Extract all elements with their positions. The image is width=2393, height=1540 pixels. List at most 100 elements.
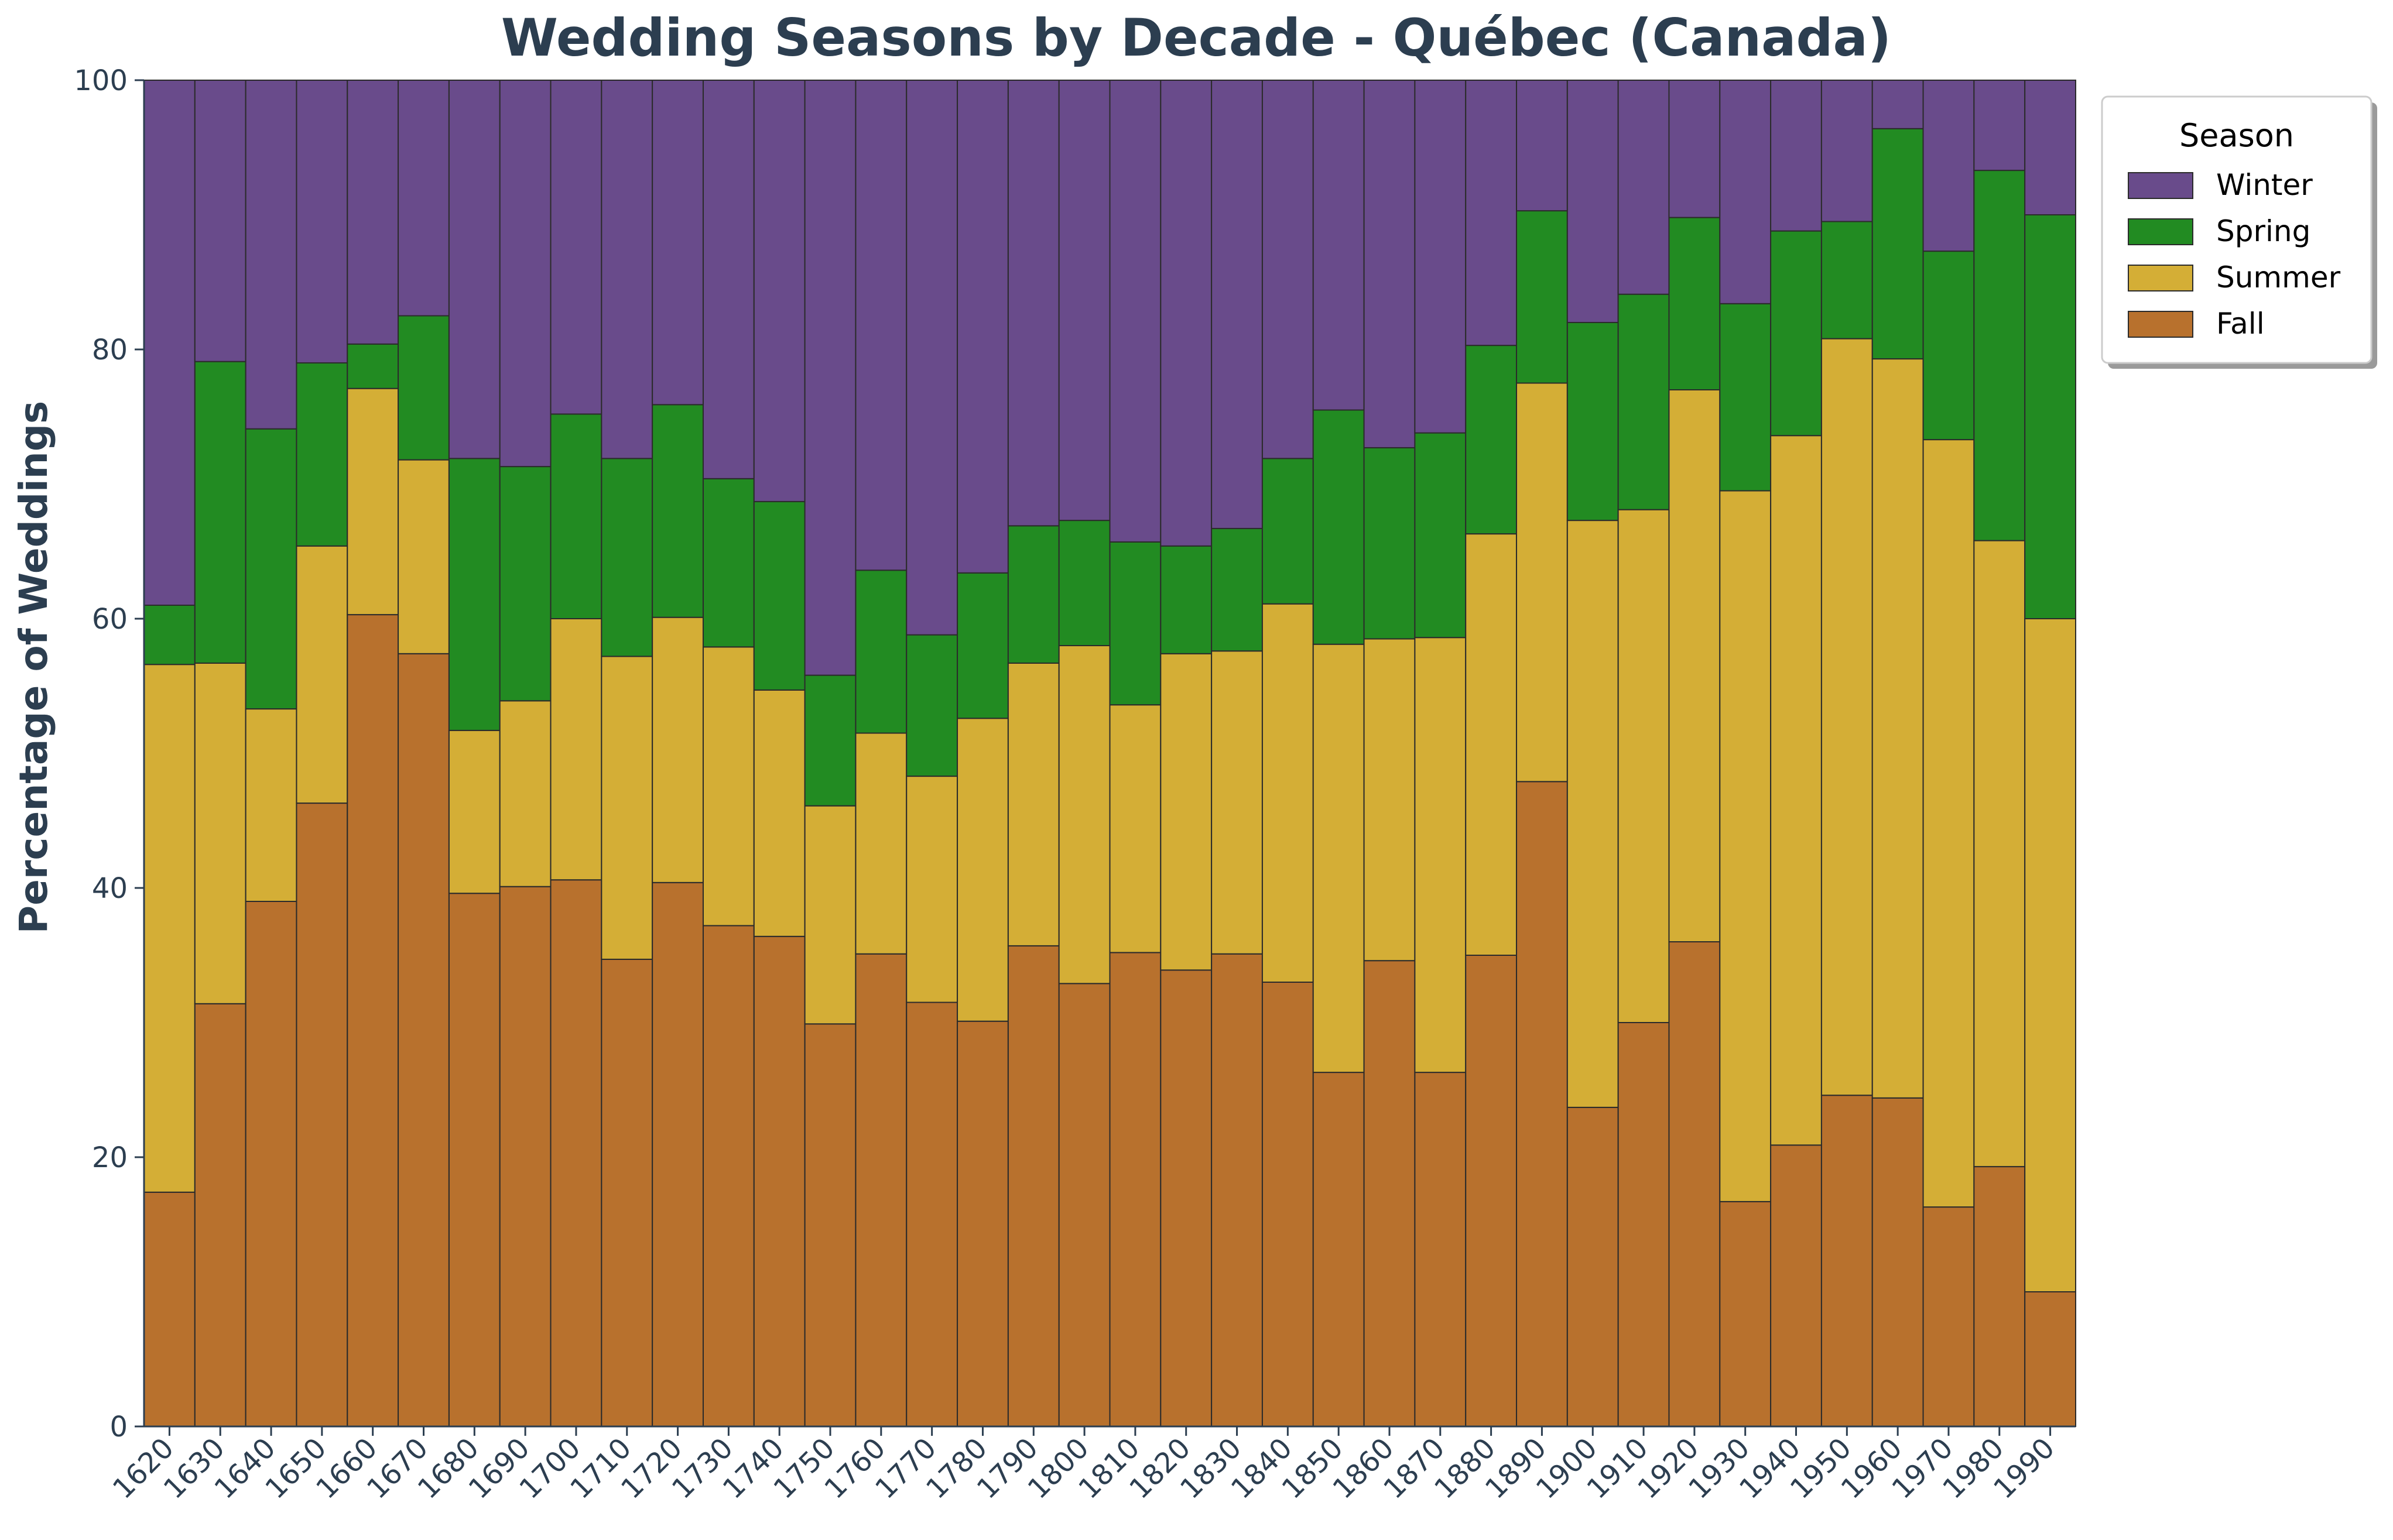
bar-winter-1880 [1465,80,1518,347]
bar-winter-1680 [448,80,501,459]
bar-fall-1760 [855,953,908,1427]
bar-spring-1970 [1922,251,1975,441]
bar-winter-1740 [753,80,806,502]
bar-summer-1880 [1465,533,1518,956]
y-tick-label: 0 [109,1411,128,1443]
bar-spring-1730 [702,478,755,648]
bar-spring-1940 [1770,230,1822,437]
bar-fall-1740 [753,935,806,1428]
bar-winter-1930 [1719,80,1772,304]
bar-spring-1750 [804,674,857,807]
bar-spring-1620 [143,605,196,666]
bar-fall-1950 [1820,1095,1873,1427]
bar-spring-1890 [1516,210,1568,384]
bar-winter-1850 [1312,80,1365,411]
legend-box [2101,95,2373,364]
bar-winter-1910 [1617,80,1670,295]
bar-winter-1630 [194,80,247,362]
bar-summer-1690 [499,700,552,887]
bar-summer-1670 [398,459,450,654]
y-tick-label: 40 [92,872,128,905]
bar-winter-1710 [601,80,653,459]
bar-spring-1670 [398,315,450,461]
bar-spring-1900 [1566,322,1619,522]
bar-winter-1790 [1007,80,1060,527]
bar-fall-1810 [1109,952,1162,1427]
bar-summer-1890 [1516,382,1568,783]
bar-winter-1800 [1058,80,1111,522]
bar-winter-1900 [1566,80,1619,323]
bar-summer-1650 [296,545,348,804]
bar-summer-1730 [702,646,755,927]
bar-summer-1960 [1871,358,1924,1099]
legend: Season Winter Spring Summer Fall [2101,95,2377,369]
legend-label-winter: Winter [2216,168,2313,202]
bar-winter-1650 [296,80,348,363]
bar-winter-1980 [1973,80,2026,172]
bar-spring-1680 [448,458,501,731]
bar-summer-1630 [194,662,247,1004]
bar-spring-1700 [550,413,602,620]
bar-summer-1970 [1922,439,1975,1208]
bar-spring-1740 [753,500,806,691]
bar-spring-1830 [1211,527,1263,652]
bar-summer-1860 [1363,638,1416,962]
bar-fall-1700 [550,879,602,1427]
bar-spring-1800 [1058,520,1111,646]
bar-fall-1820 [1160,969,1213,1428]
bar-winter-1830 [1211,80,1263,529]
bar-fall-1990 [2024,1291,2077,1427]
bar-spring-1960 [1871,128,1924,360]
bar-fall-1670 [398,653,450,1427]
bar-spring-1650 [296,362,348,547]
bar-fall-1640 [245,901,297,1427]
bar-winter-1690 [499,80,552,468]
bar-winter-1970 [1922,80,1975,252]
bar-fall-1880 [1465,955,1518,1427]
bar-fall-1780 [957,1020,1009,1427]
bar-winter-1760 [855,80,908,571]
bar-fall-1900 [1566,1106,1619,1427]
bar-summer-1770 [906,776,958,1003]
bar-fall-1890 [1516,781,1568,1427]
bar-summer-1950 [1820,338,1873,1096]
bar-summer-1990 [2024,618,2077,1292]
bar-fall-1870 [1414,1072,1467,1427]
bar-summer-1980 [1973,540,2026,1168]
bar-summer-1800 [1058,645,1111,985]
bar-winter-1720 [652,80,704,406]
bar-summer-1940 [1770,435,1822,1146]
bar-spring-1990 [2024,214,2077,619]
bar-fall-1620 [143,1191,196,1428]
bar-fall-1730 [702,925,755,1427]
bar-winter-1960 [1871,80,1924,129]
bar-spring-1810 [1109,541,1162,706]
bar-spring-1930 [1719,303,1772,492]
bar-spring-1950 [1820,221,1873,339]
bar-winter-1950 [1820,80,1873,222]
bar-winter-1750 [804,80,857,676]
bar-spring-1720 [652,404,704,618]
bar-summer-1720 [652,616,704,883]
x-tick-label: 1990 [1987,1432,2061,1505]
bar-summer-1830 [1211,650,1263,955]
bar-fall-1940 [1770,1144,1822,1428]
bar-summer-1930 [1719,490,1772,1202]
bar-spring-1860 [1363,447,1416,640]
bar-spring-1690 [499,466,552,702]
bar-stack-group [143,80,2077,1428]
bar-summer-1660 [347,387,399,616]
bar-fall-1970 [1922,1206,1975,1428]
bar-spring-1760 [855,570,908,734]
bar-fall-1660 [347,614,399,1427]
bar-winter-1820 [1160,80,1213,547]
bar-winter-1940 [1770,80,1822,232]
bar-summer-1920 [1668,389,1721,942]
y-tick-label: 100 [74,64,128,97]
y-axis-label: Percentage of Weddings [11,401,56,934]
bar-winter-1840 [1261,80,1314,459]
bar-fall-1910 [1617,1022,1670,1427]
bar-spring-1660 [347,343,399,389]
legend-label-summer: Summer [2216,260,2341,294]
